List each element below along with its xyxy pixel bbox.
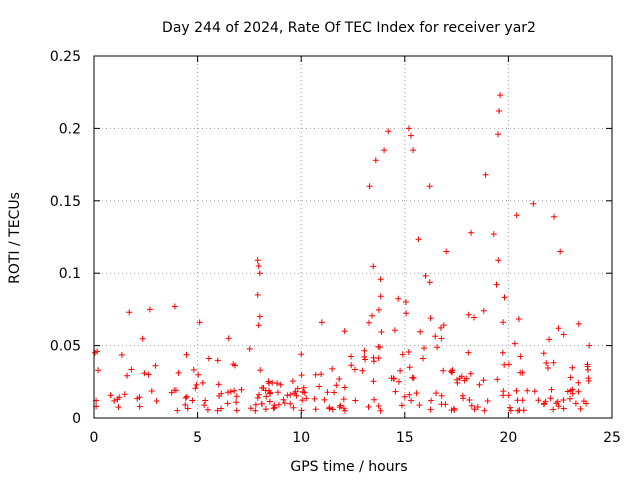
x-tick-labels: 0 5 10 15 20 25 — [90, 430, 621, 446]
data-points — [92, 92, 593, 414]
y-tick-label: 0.25 — [50, 49, 81, 65]
x-axis-label: GPS time / hours — [290, 459, 407, 475]
roti-points — [92, 92, 593, 414]
x-tick-label: 5 — [193, 430, 202, 446]
y-tick-label: 0.05 — [50, 339, 81, 355]
x-tick-label: 10 — [292, 430, 310, 446]
x-tick-label: 20 — [499, 430, 517, 446]
x-tick-label: 15 — [396, 430, 414, 446]
y-tick-label: 0 — [72, 411, 81, 427]
grid — [94, 56, 612, 418]
y-tick-label: 0.15 — [50, 194, 81, 210]
y-tick-label: 0.2 — [59, 121, 81, 137]
axis-ticks — [93, 55, 613, 419]
y-axis-label: ROTI / TECUs — [7, 192, 23, 284]
x-tick-label: 25 — [603, 430, 621, 446]
y-tick-label: 0.1 — [59, 266, 81, 282]
y-tick-labels: 0 0.05 0.1 0.15 0.2 0.25 — [50, 49, 81, 427]
chart-title: Day 244 of 2024, Rate Of TEC Index for r… — [162, 20, 536, 36]
plot-frame — [93, 55, 613, 419]
x-tick-label: 0 — [90, 430, 99, 446]
